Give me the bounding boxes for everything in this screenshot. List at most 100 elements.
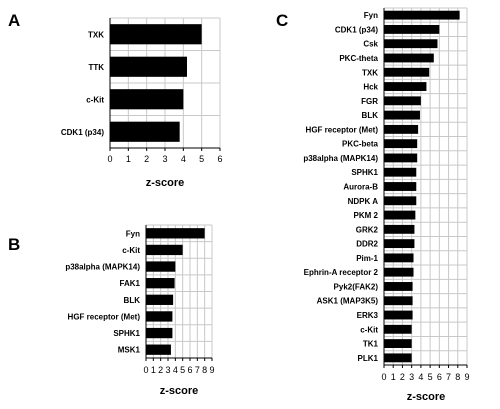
bar [384,39,438,49]
x-tick-label: 4 [418,372,423,382]
category-label: SPHK1 [113,329,140,338]
x-tick-label: 1 [151,365,156,375]
x-tick-label: 2 [144,154,149,164]
category-label: FAK1 [120,279,141,288]
category-label: HGF receptor (Met) [68,312,141,321]
category-label: c-Kit [86,95,104,104]
panel-c-grid [384,7,468,365]
x-tick-label: 3 [165,365,170,375]
x-tick-label: 3 [409,372,414,382]
panel-c-axes [383,8,468,368]
bar [146,244,183,256]
bar [384,10,460,20]
x-tick-label: 8 [202,365,207,375]
x-tick-label: 1 [126,154,131,164]
bar [146,261,176,272]
bar [384,139,418,149]
category-label: Hck [363,83,378,92]
x-tick-label: 5 [199,154,204,164]
bar [384,182,417,191]
bar [384,353,412,363]
x-tick-label: 6 [187,365,192,375]
panel-b-letter: B [8,235,20,254]
bar [384,239,415,249]
category-label: BLK [124,296,141,305]
bar [146,228,205,239]
category-label: CDK1 (p34) [335,25,378,34]
bar [384,96,421,106]
panel-c-x-axis-title: z-score [407,391,446,403]
category-label: CDK1 (p34) [61,128,104,137]
category-label: DDR2 [356,240,378,249]
category-label: TK1 [363,340,379,349]
category-label: c-Kit [122,246,140,255]
category-label: PKC-theta [339,54,378,63]
bar [384,282,413,291]
category-label: FGR [361,97,378,106]
bar [384,253,414,263]
bar [384,110,420,120]
panel-a-bars [110,24,202,142]
panel-a-letter: A [8,11,20,30]
category-label: Ephrin-A receptor 2 [304,268,379,277]
x-tick-label: 0 [107,154,112,164]
bar [384,339,412,349]
panel-b-x-axis-title: z-score [160,385,199,397]
bar [110,56,187,77]
panel-c-letter: C [276,11,288,30]
bar [384,310,413,320]
panel-a: A TXK TTK c-Kit CDK1 (p34) 0 1 2 3 4 5 6 z-score [8,11,223,189]
x-tick-label: 0 [143,365,148,375]
bar [384,196,417,206]
x-tick-label: 1 [391,372,396,382]
bar [146,294,174,305]
bar [384,296,413,306]
x-tick-label: 0 [381,372,386,382]
category-label: ERK3 [357,311,379,320]
x-tick-label: 6 [437,372,442,382]
bar [384,324,412,334]
bar [146,311,173,322]
bar [146,327,173,339]
x-tick-label: 6 [217,154,222,164]
x-tick-label: 9 [464,372,469,382]
category-label: Aurora-B [343,183,378,192]
bar [110,24,202,45]
panel-b-axes [145,225,213,361]
panel-b: B Fyn c-Kit p38alpha (MAPK14) FAK1 BLK HGF re… [8,224,215,397]
panel-a-axes [109,18,221,151]
panel-c-bars [384,10,460,363]
category-label: NDPK A [348,197,379,206]
x-tick-label: 2 [158,365,163,375]
category-label: HGF receptor (Met) [306,125,379,134]
x-tick-label: 5 [428,372,433,382]
category-label: PKC-beta [342,140,379,149]
x-tick-label: 8 [455,372,460,382]
bar [384,224,415,234]
bar [384,210,416,220]
category-label: GRK2 [356,225,379,234]
bar [384,24,440,34]
category-label: Fyn [364,11,378,20]
bar [110,89,184,110]
x-tick-label: 7 [446,372,451,382]
x-tick-label: 4 [181,154,186,164]
bar [384,267,414,277]
category-label: PLK1 [358,354,379,363]
x-tick-label: 3 [162,154,167,164]
bar [384,67,430,77]
category-label: Pyk2(FAK2) [334,282,379,291]
category-label: Csk [363,40,378,49]
x-tick-label: 9 [209,365,214,375]
category-label: TTK [88,63,104,72]
bar [146,278,175,289]
category-label: ASK1 (MAP3K5) [317,297,379,306]
bar [384,124,419,134]
bar [384,153,418,163]
x-tick-label: 7 [195,365,200,375]
panel-c: C Fyn CDK1 (p34) Csk PKC-theta TXK Hck FGR BLK H… [276,7,470,403]
bar [110,121,180,142]
bar [384,167,417,177]
